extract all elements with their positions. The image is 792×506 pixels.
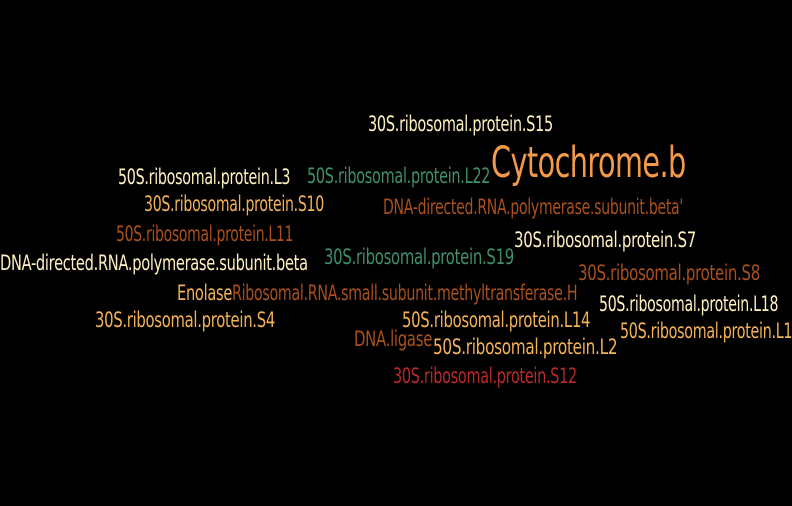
word-50s-l18: 50S.ribosomal.protein.L18 — [599, 292, 779, 316]
word-50s-l3: 50S.ribosomal.protein.L3 — [118, 165, 291, 189]
word-rna-pol-beta: DNA-directed.RNA.polymerase.subunit.beta — [0, 251, 308, 275]
word-30s-s7: 30S.ribosomal.protein.S7 — [514, 228, 696, 252]
word-rrna-methyltransferase-h: Ribosomal.RNA.small.subunit.methyltransf… — [232, 281, 578, 305]
word-30s-s4: 30S.ribosomal.protein.S4 — [95, 308, 275, 332]
word-50s-l11: 50S.ribosomal.protein.L11 — [116, 222, 294, 246]
word-cytochrome-b: Cytochrome.b — [491, 138, 686, 188]
word-rna-pol-beta-prime: DNA-directed.RNA.polymerase.subunit.beta… — [383, 195, 683, 219]
word-30s-s10: 30S.ribosomal.protein.S10 — [144, 192, 324, 216]
word-30s-s15: 30S.ribosomal.protein.S15 — [368, 112, 553, 136]
word-enolase: Enolase — [177, 281, 233, 305]
word-50s-l22: 50S.ribosomal.protein.L22 — [307, 164, 491, 188]
word-50s-l1: 50S.ribosomal.protein.L1 — [620, 319, 792, 343]
word-50s-l2: 50S.ribosomal.protein.L2 — [433, 335, 618, 359]
word-30s-s8: 30S.ribosomal.protein.S8 — [578, 261, 760, 285]
word-dna-ligase: DNA.ligase — [354, 327, 433, 351]
word-50s-l14: 50S.ribosomal.protein.L14 — [402, 308, 591, 332]
word-30s-s19: 30S.ribosomal.protein.S19 — [324, 245, 514, 269]
word-30s-s12: 30S.ribosomal.protein.S12 — [393, 364, 577, 388]
